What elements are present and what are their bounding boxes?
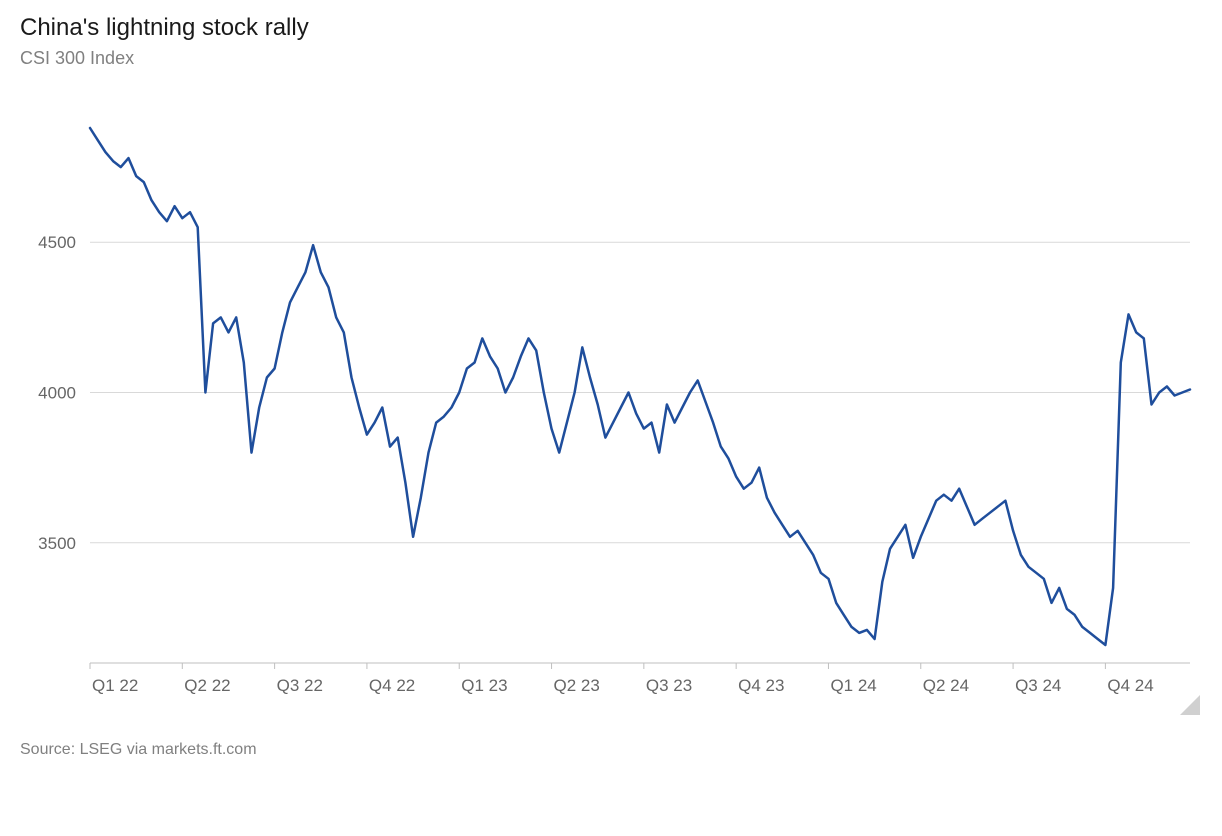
x-tick-label: Q2 22: [184, 676, 230, 695]
y-tick-label: 4500: [38, 233, 76, 252]
y-tick-label: 3500: [38, 534, 76, 553]
x-tick-label: Q3 22: [277, 676, 323, 695]
y-tick-label: 4000: [38, 384, 76, 403]
line-chart-svg: 3500 4000 4500 Q1 22 Q2 22 Q3 22 Q4 22 Q1 23 Q2 …: [20, 77, 1202, 717]
chart-plot-area: 3500 4000 4500 Q1 22 Q2 22 Q3 22 Q4 22 Q1 23 Q2 …: [20, 77, 1202, 717]
x-tick-label: Q1 23: [461, 676, 507, 695]
x-tick-label: Q3 24: [1015, 676, 1061, 695]
x-tick-label: Q4 24: [1107, 676, 1153, 695]
x-tick-label: Q1 24: [830, 676, 876, 695]
x-tick-label: Q4 23: [738, 676, 784, 695]
chart-subtitle: CSI 300 Index: [20, 48, 1202, 69]
x-tick-label: Q2 23: [554, 676, 600, 695]
x-tick-label: Q4 22: [369, 676, 415, 695]
x-tick-label: Q1 22: [92, 676, 138, 695]
chart-source: Source: LSEG via markets.ft.com: [20, 741, 1202, 759]
chart-container: China's lightning stock rally CSI 300 In…: [0, 0, 1222, 836]
x-tick-label: Q3 23: [646, 676, 692, 695]
csi300-line: [90, 128, 1190, 645]
chart-title: China's lightning stock rally: [20, 14, 1202, 42]
x-tick-label: Q2 24: [923, 676, 969, 695]
resize-handle-icon: [1180, 695, 1200, 715]
